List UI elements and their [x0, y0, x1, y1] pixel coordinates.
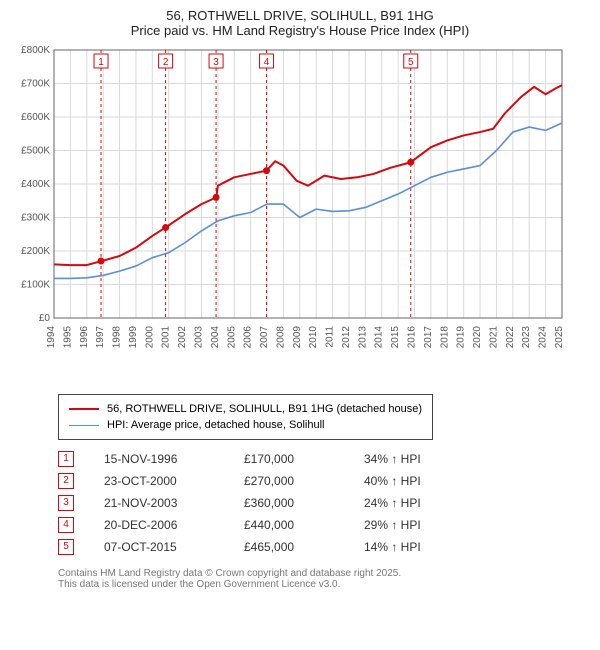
price-chart-svg: £0 £100K £200K £300K £400K £500K £600K £700K £80… — [10, 44, 570, 364]
svg-text:2008: 2008 — [275, 326, 286, 349]
legend-swatch — [69, 408, 99, 410]
svg-text:2022: 2022 — [505, 326, 516, 349]
svg-text:2010: 2010 — [308, 326, 319, 349]
svg-text:1: 1 — [98, 57, 104, 68]
svg-text:2007: 2007 — [259, 326, 270, 349]
datapoint-price: £360,000 — [244, 496, 334, 510]
datapoint-date: 07-OCT-2015 — [104, 540, 214, 554]
svg-text:2018: 2018 — [439, 326, 450, 349]
datapoint-date: 15-NOV-1996 — [104, 452, 214, 466]
datapoint-badge: 5 — [58, 539, 74, 555]
svg-text:2009: 2009 — [292, 326, 303, 349]
svg-text:2021: 2021 — [488, 326, 499, 349]
datapoint-price: £270,000 — [244, 474, 334, 488]
svg-text:£400K: £400K — [21, 179, 50, 190]
datapoint-badge: 2 — [58, 473, 74, 489]
svg-text:5: 5 — [408, 57, 414, 68]
svg-text:2005: 2005 — [226, 326, 237, 349]
legend-item: HPI: Average price, detached house, Soli… — [69, 417, 422, 433]
datapoint-price: £440,000 — [244, 518, 334, 532]
datapoint-price: £170,000 — [244, 452, 334, 466]
legend-label: HPI: Average price, detached house, Soli… — [107, 419, 325, 431]
svg-text:2016: 2016 — [407, 326, 418, 349]
svg-text:£0: £0 — [39, 313, 51, 324]
datapoint-price: £465,000 — [244, 540, 334, 554]
svg-text:2025: 2025 — [554, 326, 565, 349]
datapoint-delta: 24% ↑ HPI — [364, 496, 464, 510]
datapoint-delta: 14% ↑ HPI — [364, 540, 464, 554]
datapoint-row: 5 07-OCT-2015 £465,000 14% ↑ HPI — [58, 536, 590, 558]
legend-label: 56, ROTHWELL DRIVE, SOLIHULL, B91 1HG (d… — [107, 403, 422, 415]
datapoint-badge: 3 — [58, 495, 74, 511]
title-line-2: Price paid vs. HM Land Registry's House … — [10, 23, 590, 38]
datapoint-row: 3 21-NOV-2003 £360,000 24% ↑ HPI — [58, 492, 590, 514]
datapoint-badge: 4 — [58, 517, 74, 533]
svg-text:£700K: £700K — [21, 79, 50, 90]
datapoint-delta: 34% ↑ HPI — [364, 452, 464, 466]
svg-text:2020: 2020 — [472, 326, 483, 349]
svg-text:£300K: £300K — [21, 213, 50, 224]
datapoint-badge: 1 — [58, 451, 74, 467]
svg-text:£600K: £600K — [21, 112, 50, 123]
datapoint-row: 2 23-OCT-2000 £270,000 40% ↑ HPI — [58, 470, 590, 492]
datapoint-row: 4 20-DEC-2006 £440,000 29% ↑ HPI — [58, 514, 590, 536]
svg-text:£500K: £500K — [21, 146, 50, 157]
svg-text:1994: 1994 — [46, 326, 57, 349]
svg-text:2023: 2023 — [521, 326, 532, 349]
datapoint-row: 1 15-NOV-1996 £170,000 34% ↑ HPI — [58, 448, 590, 470]
svg-text:1996: 1996 — [79, 326, 90, 349]
svg-text:2011: 2011 — [325, 326, 336, 348]
svg-text:2019: 2019 — [456, 326, 467, 349]
svg-text:1995: 1995 — [62, 326, 73, 349]
svg-text:2000: 2000 — [144, 326, 155, 349]
chart-area: £0 £100K £200K £300K £400K £500K £600K £700K £80… — [10, 44, 590, 384]
footer-line-1: Contains HM Land Registry data © Crown c… — [58, 568, 590, 579]
svg-text:2013: 2013 — [357, 326, 368, 349]
svg-text:1997: 1997 — [95, 326, 106, 349]
svg-text:2002: 2002 — [177, 326, 188, 349]
svg-text:1999: 1999 — [128, 326, 139, 349]
footer-attribution: Contains HM Land Registry data © Crown c… — [58, 568, 590, 590]
legend: 56, ROTHWELL DRIVE, SOLIHULL, B91 1HG (d… — [58, 394, 433, 440]
svg-text:2003: 2003 — [193, 326, 204, 349]
svg-text:2006: 2006 — [243, 326, 254, 349]
datapoint-date: 20-DEC-2006 — [104, 518, 214, 532]
legend-item: 56, ROTHWELL DRIVE, SOLIHULL, B91 1HG (d… — [69, 401, 422, 417]
svg-text:£100K: £100K — [21, 280, 50, 291]
svg-text:£200K: £200K — [21, 246, 50, 257]
svg-text:2: 2 — [163, 57, 169, 68]
svg-text:2014: 2014 — [374, 326, 385, 349]
title-line-1: 56, ROTHWELL DRIVE, SOLIHULL, B91 1HG — [10, 8, 590, 23]
datapoint-delta: 29% ↑ HPI — [364, 518, 464, 532]
svg-text:3: 3 — [213, 57, 219, 68]
svg-text:2001: 2001 — [161, 326, 172, 349]
datapoint-delta: 40% ↑ HPI — [364, 474, 464, 488]
datapoint-date: 21-NOV-2003 — [104, 496, 214, 510]
svg-text:2024: 2024 — [538, 326, 549, 349]
svg-text:£800K: £800K — [21, 45, 50, 56]
datapoint-date: 23-OCT-2000 — [104, 474, 214, 488]
svg-text:2015: 2015 — [390, 326, 401, 349]
svg-text:2004: 2004 — [210, 326, 221, 349]
svg-text:4: 4 — [264, 57, 270, 68]
datapoint-table: 1 15-NOV-1996 £170,000 34% ↑ HPI 2 23-OCT-200… — [58, 448, 590, 558]
legend-swatch — [69, 425, 99, 426]
svg-text:2012: 2012 — [341, 326, 352, 349]
chart-title: 56, ROTHWELL DRIVE, SOLIHULL, B91 1HG Pr… — [10, 8, 590, 38]
footer-line-2: This data is licensed under the Open Gov… — [58, 579, 590, 590]
svg-text:2017: 2017 — [423, 326, 434, 349]
svg-text:1998: 1998 — [112, 326, 123, 349]
